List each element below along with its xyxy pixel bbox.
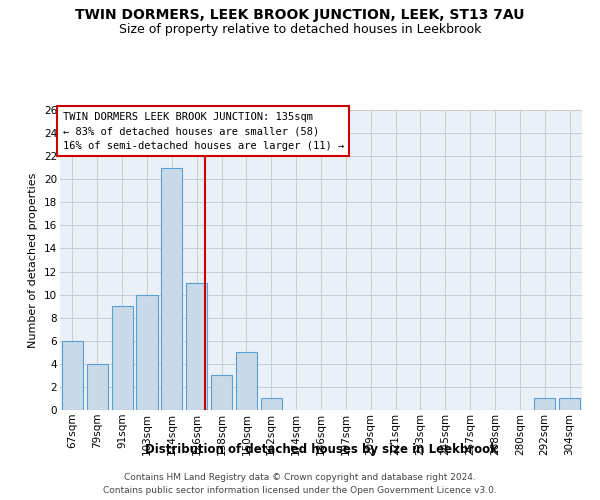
Bar: [534, 398, 555, 410]
Bar: [87, 364, 108, 410]
Bar: [161, 168, 182, 410]
Text: TWIN DORMERS, LEEK BROOK JUNCTION, LEEK, ST13 7AU: TWIN DORMERS, LEEK BROOK JUNCTION, LEEK,…: [75, 8, 525, 22]
Text: Distribution of detached houses by size in Leekbrook: Distribution of detached houses by size …: [145, 442, 497, 456]
Text: TWIN DORMERS LEEK BROOK JUNCTION: 135sqm
← 83% of detached houses are smaller (5: TWIN DORMERS LEEK BROOK JUNCTION: 135sqm…: [62, 112, 344, 151]
Bar: [559, 398, 580, 410]
Bar: [261, 398, 282, 410]
Y-axis label: Number of detached properties: Number of detached properties: [28, 172, 38, 348]
Text: Size of property relative to detached houses in Leekbrook: Size of property relative to detached ho…: [119, 22, 481, 36]
Text: Contains public sector information licensed under the Open Government Licence v3: Contains public sector information licen…: [103, 486, 497, 495]
Text: Contains HM Land Registry data © Crown copyright and database right 2024.: Contains HM Land Registry data © Crown c…: [124, 472, 476, 482]
Bar: [112, 306, 133, 410]
Bar: [211, 376, 232, 410]
Bar: [236, 352, 257, 410]
Bar: [136, 294, 158, 410]
Bar: [62, 341, 83, 410]
Bar: [186, 283, 207, 410]
